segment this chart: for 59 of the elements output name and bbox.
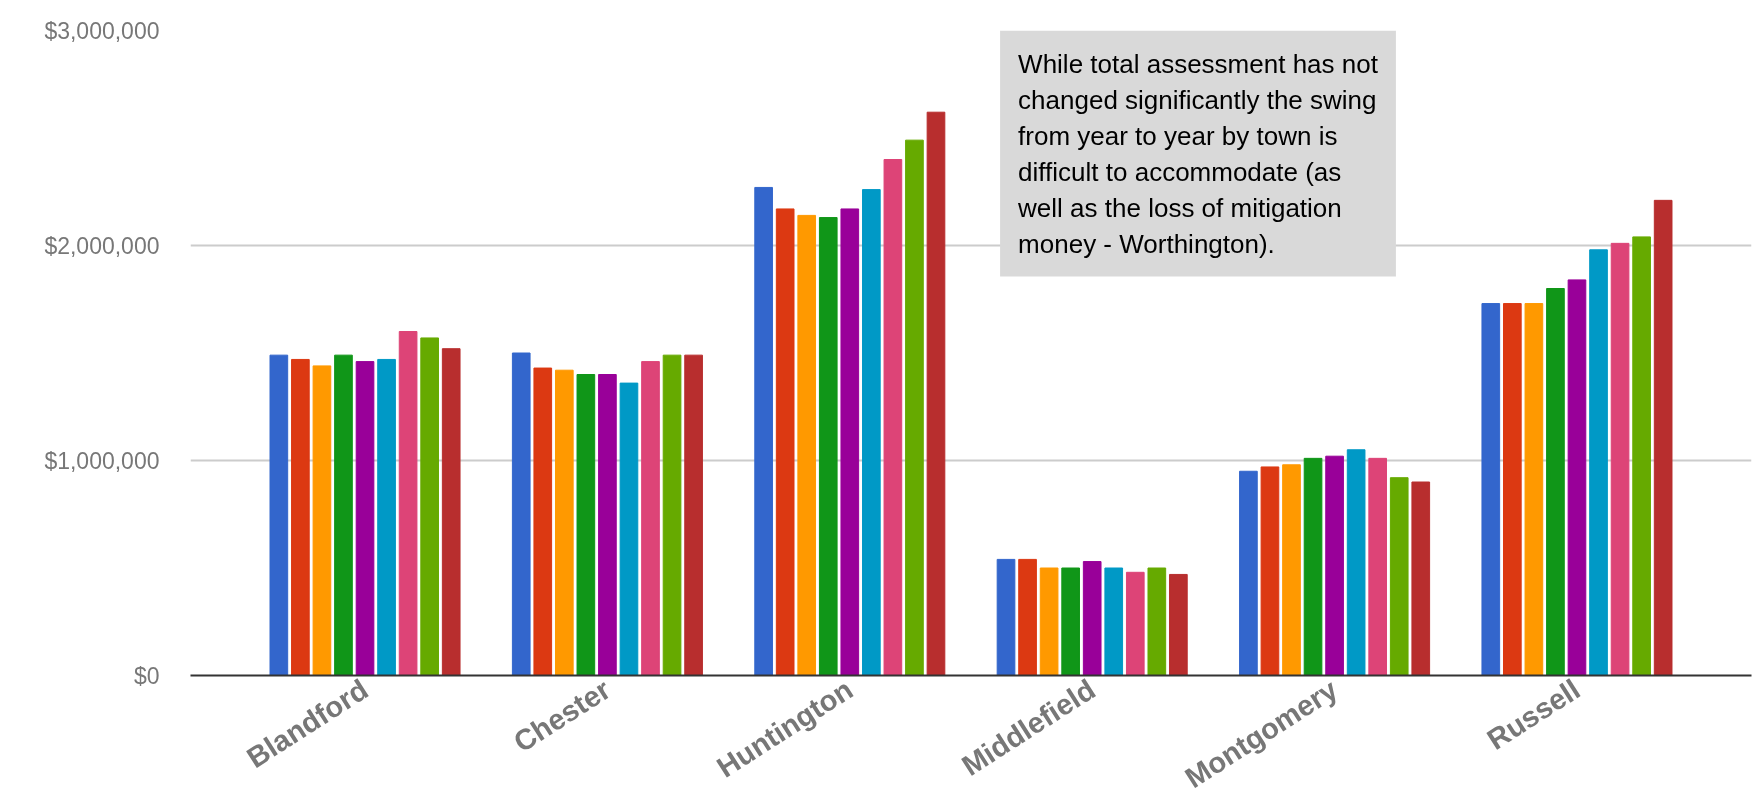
bar — [377, 358, 396, 676]
bar — [1610, 242, 1630, 676]
bar — [754, 186, 773, 676]
bar — [355, 361, 375, 676]
bar — [818, 217, 838, 676]
bar — [862, 189, 881, 676]
bar — [1325, 455, 1344, 676]
bar — [1282, 464, 1301, 676]
bar — [291, 358, 310, 676]
bar — [334, 354, 353, 676]
bar — [1169, 573, 1188, 676]
bar — [1546, 288, 1565, 676]
bar — [1346, 449, 1366, 676]
bar — [775, 208, 795, 676]
bar — [996, 558, 1016, 676]
bar — [1524, 303, 1544, 676]
bar — [1125, 571, 1145, 676]
bar — [641, 361, 660, 676]
bar — [1411, 481, 1431, 676]
bar — [1239, 470, 1258, 676]
bar — [1260, 466, 1280, 676]
bar — [511, 352, 531, 676]
bar — [1567, 279, 1587, 676]
bar — [797, 214, 817, 676]
bar — [1147, 567, 1167, 676]
bar — [619, 382, 639, 676]
bar — [840, 208, 860, 676]
bar — [905, 139, 924, 676]
bar — [1082, 561, 1102, 676]
y-tick-label: $1,000,000 — [44, 447, 160, 474]
bar — [1303, 457, 1323, 676]
bar — [1018, 558, 1037, 676]
bar — [312, 365, 332, 676]
bar — [1503, 303, 1522, 676]
y-tick-label: $0 — [133, 662, 160, 689]
bar — [576, 374, 596, 676]
bar — [1389, 477, 1409, 676]
bar — [441, 348, 461, 676]
bar — [1632, 236, 1651, 676]
bar — [554, 369, 574, 676]
bar — [533, 367, 553, 676]
bar — [1589, 249, 1608, 676]
bar — [1368, 457, 1388, 676]
bar — [598, 374, 617, 676]
bar — [1104, 567, 1124, 676]
bar — [420, 337, 439, 676]
bar — [684, 354, 703, 676]
bar — [926, 111, 946, 676]
bar — [883, 159, 903, 676]
bar — [1039, 567, 1059, 676]
bar — [662, 354, 682, 676]
bar — [398, 331, 418, 676]
bar — [1061, 567, 1080, 676]
annotation: While total assessment has not changed significantly the swing from year to year by town is difficult to accommodate (as well as the loss of mitigation money - Worthington). — [1017, 48, 1379, 259]
bar — [1481, 303, 1501, 676]
bar — [269, 354, 289, 676]
y-tick-label: $3,000,000 — [44, 17, 160, 44]
y-tick-label: $2,000,000 — [44, 232, 160, 259]
bar — [1653, 199, 1673, 676]
